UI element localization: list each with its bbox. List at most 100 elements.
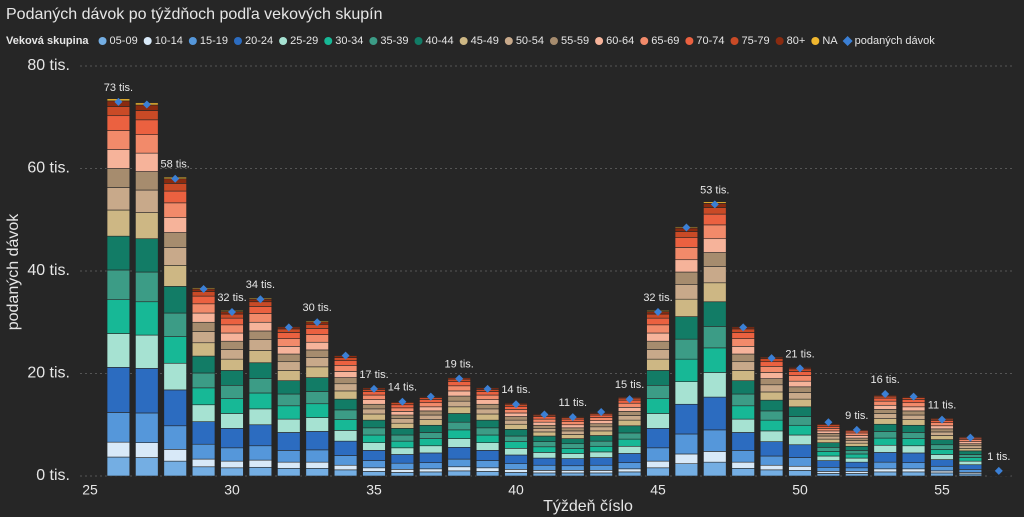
total-marker	[171, 174, 180, 183]
bar-segment	[788, 406, 812, 417]
bar-segment	[191, 312, 216, 323]
bar-segment	[901, 452, 926, 463]
bar-segment	[617, 411, 642, 416]
bar-segment	[759, 430, 784, 442]
bar-segment	[191, 342, 216, 357]
bar-segment	[930, 470, 954, 474]
bar-segment	[277, 405, 301, 420]
bar-segment	[504, 469, 528, 473]
total-marker	[824, 418, 833, 427]
bar-segment	[333, 390, 358, 400]
bar-segment	[390, 447, 415, 455]
legend-label: 10-14	[155, 35, 183, 47]
bar-segment	[674, 338, 699, 360]
bar-segment	[447, 413, 471, 423]
bar-segment	[135, 134, 159, 154]
data-label: 14 tis.	[501, 384, 530, 396]
bar-segment	[816, 455, 841, 461]
total-marker	[796, 364, 804, 373]
bar-segment	[759, 464, 784, 471]
bar-segment	[788, 375, 812, 382]
bar-segment	[277, 332, 301, 339]
bar-segment	[362, 399, 386, 405]
bar-segment	[504, 416, 528, 421]
bar-segment	[220, 324, 244, 334]
bar-segment	[845, 457, 869, 463]
bar-segment	[617, 468, 642, 473]
data-label: 73 tis.	[104, 82, 133, 94]
bar-segment	[788, 457, 812, 467]
bar-segment	[845, 467, 869, 472]
bar-segment	[901, 402, 926, 408]
total-marker	[625, 395, 634, 404]
bar-segment	[703, 224, 727, 240]
bar-segment	[703, 266, 727, 284]
bar-segment	[532, 452, 557, 459]
total-marker	[710, 200, 719, 209]
bar-segment	[561, 472, 585, 477]
bar-segment	[873, 418, 897, 425]
bar-segment	[617, 419, 642, 427]
bar-segment	[220, 398, 244, 414]
bar-segment	[731, 468, 755, 477]
bar-segment	[191, 355, 216, 374]
y-axis-label: podaných dávok	[5, 213, 22, 331]
bar-segment	[333, 464, 358, 471]
bar-segment	[305, 403, 329, 418]
bar-segment	[220, 460, 244, 469]
bar-segment	[703, 252, 727, 267]
bar-segment	[674, 381, 699, 405]
legend-label: podaných dávok	[855, 35, 936, 47]
bar-segment	[447, 385, 471, 392]
bar-segment	[703, 301, 727, 327]
bar-segment	[958, 460, 983, 466]
total-marker	[938, 415, 946, 424]
bar-segment	[532, 431, 557, 437]
bar-segment	[873, 431, 897, 439]
legend-marker	[414, 37, 423, 45]
legend-label: 40-44	[426, 35, 454, 47]
bar-segment	[220, 447, 244, 462]
bar-segment	[561, 430, 585, 435]
bar-segment	[901, 410, 926, 416]
data-label: 34 tis.	[246, 279, 275, 291]
bar-segment	[617, 425, 642, 434]
bar-segment	[930, 439, 954, 446]
bar-segment	[191, 458, 216, 468]
bar-segment	[617, 407, 642, 412]
data-label: 15 tis.	[615, 379, 644, 391]
bar-segment	[674, 453, 699, 464]
bar-segment	[958, 473, 983, 477]
total-marker	[852, 425, 861, 434]
bar-segment	[873, 400, 897, 406]
bar-segment	[419, 462, 443, 470]
bar-segment	[475, 419, 500, 429]
bar-segment	[447, 429, 471, 439]
bar-segment	[163, 460, 187, 477]
bar-segment	[390, 428, 415, 436]
bar-segment	[504, 429, 528, 437]
bar-segment	[106, 168, 131, 188]
bar-segment	[248, 445, 273, 461]
bar-segment	[220, 340, 244, 350]
bar-segment	[333, 377, 358, 385]
bar-segment	[419, 406, 443, 412]
bar-segment	[106, 441, 131, 458]
bar-segment	[788, 398, 812, 408]
bar-segment	[362, 427, 386, 436]
bar-segment	[362, 450, 386, 461]
total-marker	[228, 308, 236, 316]
bar-segment	[248, 459, 273, 468]
bar-segment	[106, 269, 131, 301]
bar-segment	[106, 333, 131, 368]
bar-segment	[163, 217, 187, 233]
bar-segment	[958, 448, 983, 452]
bar-segment	[390, 411, 415, 416]
bar-segment	[816, 435, 841, 440]
total-marker	[966, 433, 975, 442]
bar-segment	[135, 334, 159, 369]
x-tick-label: 50	[792, 482, 808, 498]
bar-segment	[958, 450, 983, 455]
bar-segment	[447, 470, 471, 477]
bar-segment	[561, 434, 585, 439]
